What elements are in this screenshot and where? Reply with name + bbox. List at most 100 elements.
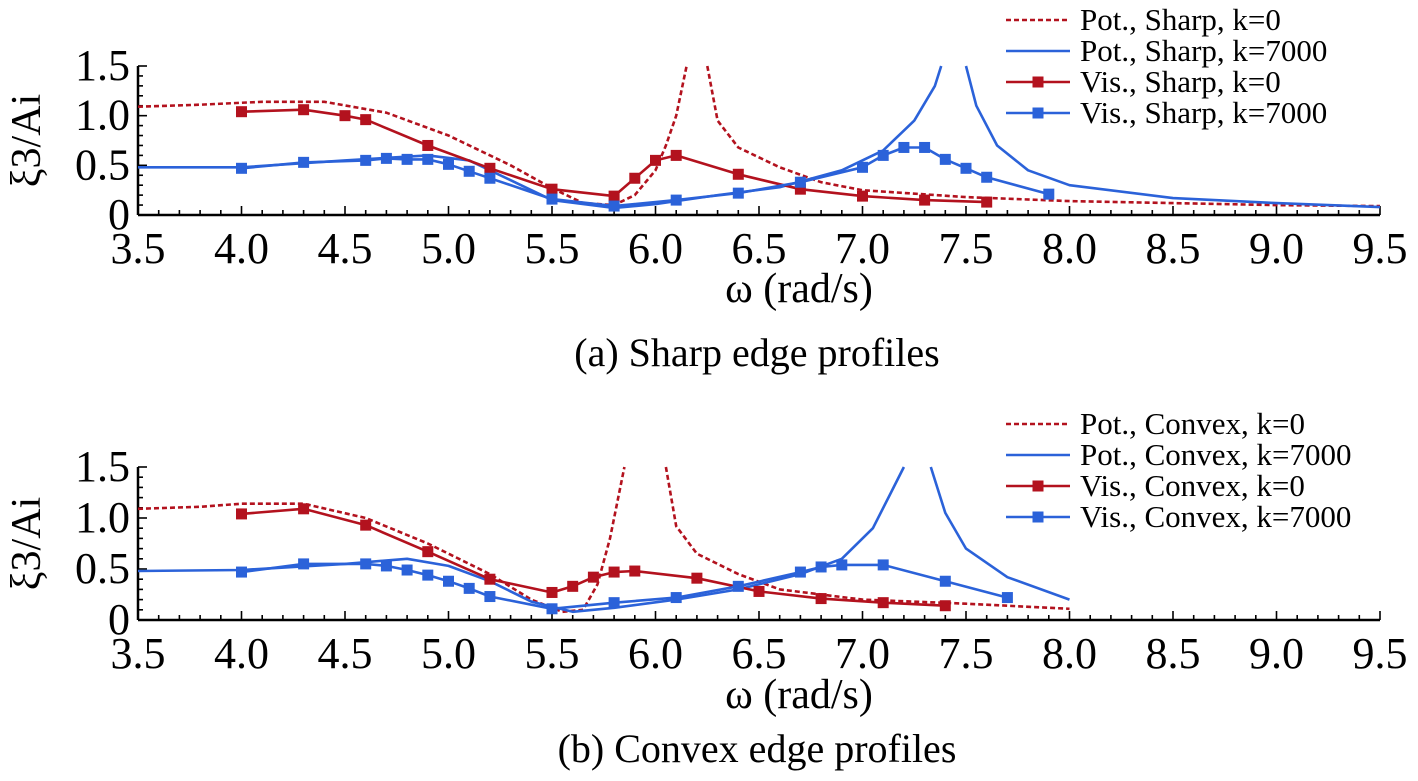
series-vis-sharp-k-7000 xyxy=(241,146,1050,208)
x-tick-label: 4.0 xyxy=(214,629,269,678)
y-tick-label: 1.5 xyxy=(75,442,130,491)
data-point-marker xyxy=(422,153,434,165)
data-point-marker xyxy=(857,190,868,202)
data-point-marker xyxy=(919,194,931,206)
x-tick-label: 5.0 xyxy=(421,629,476,678)
y-tick-label: 1.0 xyxy=(75,493,130,542)
x-tick-label: 8.5 xyxy=(1146,629,1201,678)
data-point-marker xyxy=(794,176,806,188)
data-point-marker xyxy=(298,104,310,116)
series-pot-convex-k-0 xyxy=(138,466,1070,614)
data-point-marker xyxy=(360,519,372,531)
data-point-marker xyxy=(360,558,372,570)
data-point-marker xyxy=(380,560,392,572)
data-point-marker xyxy=(877,149,889,161)
data-point-marker xyxy=(484,172,496,184)
data-point-marker xyxy=(629,565,641,577)
data-point-marker xyxy=(836,559,848,571)
x-tick-label: 9.5 xyxy=(1353,629,1408,678)
data-point-marker xyxy=(608,190,620,202)
series-line xyxy=(138,466,626,614)
data-point-marker xyxy=(939,600,951,612)
legend-swatch-marker xyxy=(1032,511,1044,523)
data-point-marker xyxy=(484,162,496,174)
data-point-marker xyxy=(670,592,682,604)
data-point-marker xyxy=(960,162,972,174)
series-line xyxy=(241,146,1050,208)
legend-entry-label: Pot., Sharp, k=0 xyxy=(1080,2,1281,37)
data-point-marker xyxy=(298,503,310,515)
legend-swatch-marker xyxy=(1032,107,1044,119)
y-tick-label: 1.5 xyxy=(75,41,130,90)
x-tick-label: 6.0 xyxy=(628,629,683,678)
data-point-marker xyxy=(1001,592,1013,604)
series-line xyxy=(964,65,1381,209)
data-point-marker xyxy=(650,154,661,166)
x-tick-label: 6.0 xyxy=(628,224,683,273)
series-line xyxy=(929,466,1070,601)
y-tick-label: 0.5 xyxy=(75,544,130,593)
legend-entry-label: Vis., Sharp, k=7000 xyxy=(1080,95,1327,130)
x-tick-label: 5.5 xyxy=(525,224,580,273)
x-tick-label: 5.0 xyxy=(421,224,476,273)
data-point-marker xyxy=(401,153,413,165)
data-point-marker xyxy=(898,141,910,153)
x-axis-label: ω (rad/s) xyxy=(725,672,873,718)
data-point-marker xyxy=(422,569,434,581)
series-line xyxy=(241,108,987,204)
x-tick-label: 4.5 xyxy=(318,629,373,678)
data-point-marker xyxy=(732,168,744,180)
x-tick-label: 3.5 xyxy=(111,629,166,678)
data-point-marker xyxy=(546,603,558,615)
data-point-marker xyxy=(546,586,558,598)
x-tick-label: 7.0 xyxy=(835,629,890,678)
y-tick-label: 1.0 xyxy=(75,91,130,140)
series-line xyxy=(138,65,943,210)
data-point-marker xyxy=(794,566,806,578)
data-point-marker xyxy=(815,561,827,573)
data-point-marker xyxy=(608,566,620,578)
x-tick-label: 6.5 xyxy=(732,224,787,273)
panel-caption: (b) Convex edge profiles xyxy=(558,726,957,771)
x-tick-label: 8.0 xyxy=(1042,629,1097,678)
x-tick-label: 7.5 xyxy=(939,629,994,678)
data-point-marker xyxy=(484,573,496,585)
x-tick-label: 6.5 xyxy=(732,629,787,678)
data-point-marker xyxy=(608,200,620,212)
x-tick-label: 3.5 xyxy=(111,224,166,273)
series-line xyxy=(138,65,688,207)
data-point-marker xyxy=(463,582,475,594)
data-point-marker xyxy=(608,597,620,609)
data-point-marker xyxy=(443,158,454,170)
data-point-marker xyxy=(567,580,579,592)
x-tick-label: 9.0 xyxy=(1249,629,1304,678)
data-point-marker xyxy=(670,149,682,161)
x-tick-label: 4.0 xyxy=(214,224,269,273)
legend-entry-label: Vis., Sharp, k=0 xyxy=(1080,64,1281,99)
legend-entry-label: Vis., Convex, k=7000 xyxy=(1080,499,1351,534)
series-vis-sharp-k-0 xyxy=(241,108,987,204)
x-axis-label: ω (rad/s) xyxy=(725,266,873,312)
x-tick-label: 8.5 xyxy=(1146,224,1201,273)
y-axis-label: ξ3/Ai xyxy=(4,497,50,590)
data-point-marker xyxy=(629,172,641,184)
x-tick-label: 5.5 xyxy=(525,629,580,678)
data-point-marker xyxy=(587,571,599,583)
y-axis-label: ξ3/Ai xyxy=(4,94,50,187)
data-point-marker xyxy=(236,566,247,578)
data-point-marker xyxy=(939,575,951,587)
y-tick-label: 0 xyxy=(108,190,130,239)
series-pot-convex-k-7000 xyxy=(138,466,1070,614)
legend-entry-label: Pot., Convex, k=7000 xyxy=(1080,437,1352,472)
data-point-marker xyxy=(794,183,806,195)
data-point-marker xyxy=(236,162,247,174)
data-point-marker xyxy=(339,110,351,122)
data-point-marker xyxy=(360,114,372,126)
x-tick-label: 4.5 xyxy=(318,224,373,273)
data-point-marker xyxy=(298,156,310,168)
data-point-marker xyxy=(981,171,993,183)
data-point-marker xyxy=(753,585,765,597)
data-point-marker xyxy=(360,154,372,166)
data-point-marker xyxy=(1043,188,1055,200)
